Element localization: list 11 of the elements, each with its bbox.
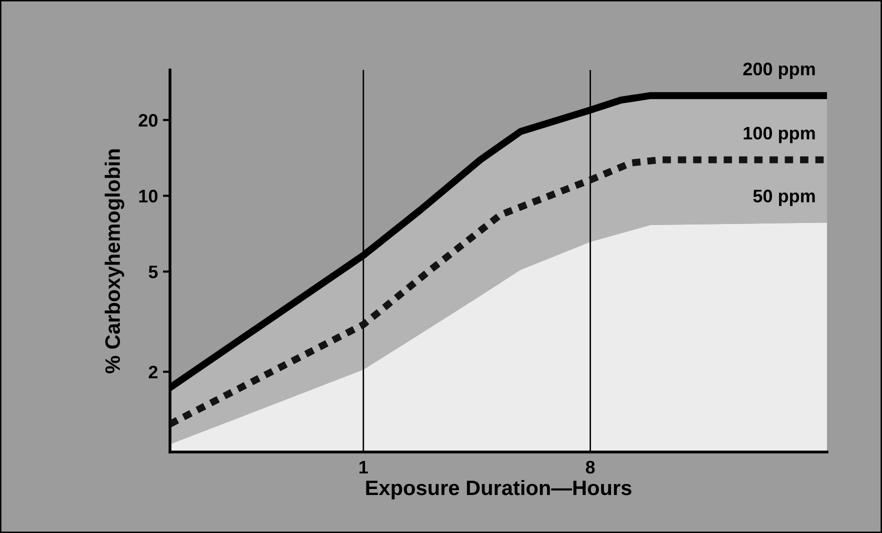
series-label: 200 ppm [743,62,815,79]
x-axis-title: Exposure Duration—Hours [366,480,632,500]
y-axis-title: % Carboxyhemoglobin [104,149,124,374]
y-tick-label: 2 [148,366,158,378]
y-tick-label: 20 [138,114,158,127]
y-tick-label: 10 [139,190,158,203]
x-tick-label: 1 [359,460,368,474]
x-tick-label: 8 [586,460,595,474]
y-tick-label: 5 [148,266,158,278]
series-label: 50 ppm [753,190,815,206]
series-label: 100 ppm [744,126,815,144]
